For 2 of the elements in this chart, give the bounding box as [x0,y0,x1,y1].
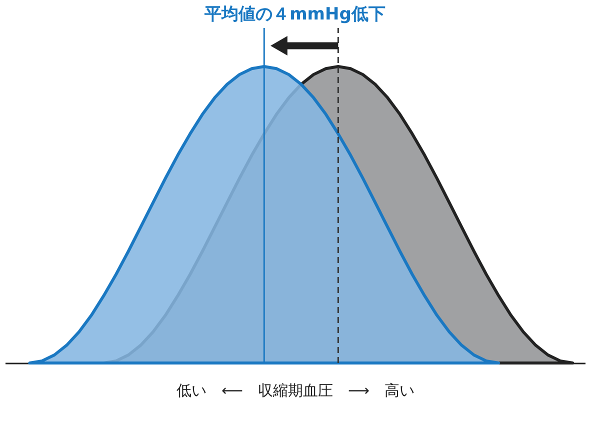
chart-title: 平均値の４mmHg低下 [204,4,386,24]
x-axis-title: 低い ⟵ 収縮期血圧 ⟶ 高い [176,382,415,400]
